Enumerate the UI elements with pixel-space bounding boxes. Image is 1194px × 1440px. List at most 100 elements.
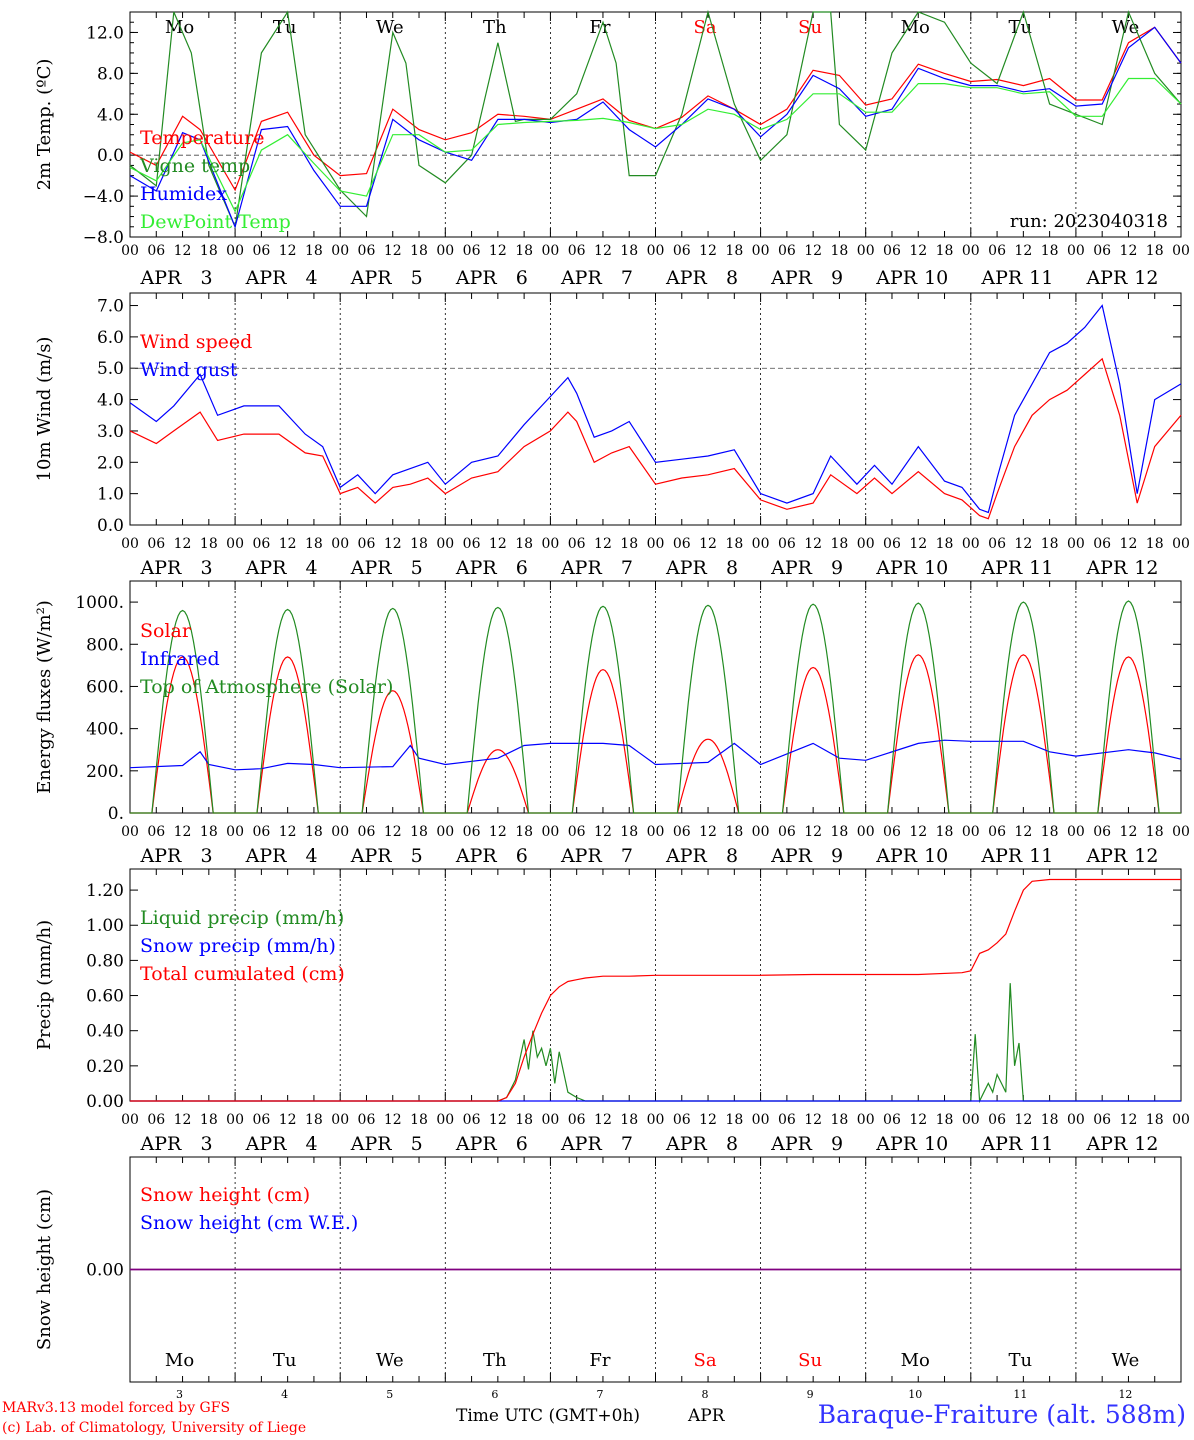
date-month-label: APR <box>140 267 183 289</box>
hour-tick-label: 12 <box>909 824 927 840</box>
series-line <box>129 357 1182 520</box>
date-day-label: 6 <box>516 1133 528 1155</box>
hour-tick-label: 06 <box>252 824 270 840</box>
date-month-label: APR <box>1085 557 1128 579</box>
hour-tick-label: 18 <box>1146 243 1164 259</box>
hour-tick-label: 00 <box>857 824 875 840</box>
y-tick-label: 1000. <box>75 593 124 613</box>
hour-tick-label: 18 <box>200 243 218 259</box>
weekday-label: Su <box>798 1350 822 1371</box>
hour-tick-label: 12 <box>1014 1112 1032 1128</box>
date-month-label: APR <box>455 557 498 579</box>
hour-tick-label: 00 <box>752 243 770 259</box>
legend-entry: DewPoint Temp <box>140 211 291 233</box>
y-tick-label: 200. <box>86 762 124 782</box>
hour-tick-label: 00 <box>1067 824 1085 840</box>
hour-tick-label: 00 <box>436 243 454 259</box>
date-month-label: APR <box>140 845 183 867</box>
y-tick-label: 0.40 <box>86 1022 124 1042</box>
hour-tick-label: 18 <box>1041 824 1059 840</box>
hour-tick-label: 18 <box>936 824 954 840</box>
legend-entry: Snow height (cm W.E.) <box>140 1212 358 1234</box>
hour-tick-label: 12 <box>1120 536 1138 552</box>
date-day-label: 5 <box>411 1133 423 1155</box>
hour-tick-label: 00 <box>121 243 139 259</box>
weekday-label: Sa <box>694 1350 717 1371</box>
legend-entry: Liquid precip (mm/h) <box>140 907 344 929</box>
weekday-label: Tu <box>273 1350 297 1371</box>
date-month-label: APR <box>770 267 813 289</box>
hour-tick-label: 00 <box>647 824 665 840</box>
bottom-day-number: 12 <box>1118 1388 1132 1401</box>
bottom-day-number: 11 <box>1013 1388 1027 1401</box>
hour-tick-label: 00 <box>962 536 980 552</box>
hour-tick-label: 06 <box>1093 243 1111 259</box>
hour-tick-label: 18 <box>515 536 533 552</box>
hour-tick-label: 12 <box>594 1112 612 1128</box>
hour-tick-label: 18 <box>725 824 743 840</box>
hour-tick-label: 18 <box>515 1112 533 1128</box>
date-month-label: APR <box>665 557 708 579</box>
hour-tick-label: 18 <box>1041 243 1059 259</box>
y-tick-label: 12.0 <box>86 23 124 43</box>
hour-tick-label: 06 <box>252 243 270 259</box>
hour-tick-label: 18 <box>831 1112 849 1128</box>
hour-tick-label: 00 <box>857 536 875 552</box>
hour-tick-label: 18 <box>1146 1112 1164 1128</box>
hour-tick-label: 00 <box>226 824 244 840</box>
hour-tick-label: 06 <box>673 1112 691 1128</box>
hour-tick-label: 18 <box>1041 536 1059 552</box>
hour-tick-label: 12 <box>699 536 717 552</box>
hour-tick-label: 12 <box>489 1112 507 1128</box>
hour-tick-label: 00 <box>121 1112 139 1128</box>
bottom-day-number: 9 <box>807 1388 814 1401</box>
hour-tick-label: 18 <box>831 243 849 259</box>
hour-tick-label: 06 <box>673 536 691 552</box>
hour-tick-label: 06 <box>463 1112 481 1128</box>
y-tick-label: 1.0 <box>97 485 124 505</box>
legend-entry: Vigne temp <box>139 155 250 177</box>
hour-tick-label: 18 <box>831 824 849 840</box>
hour-tick-label: 06 <box>463 536 481 552</box>
series-line <box>129 739 1182 771</box>
hour-tick-label: 06 <box>988 536 1006 552</box>
date-month-label: APR <box>560 557 603 579</box>
date-day-label: 5 <box>411 557 423 579</box>
date-month-label: APR <box>350 845 393 867</box>
hour-tick-label: 06 <box>252 536 270 552</box>
hour-tick-label: 12 <box>489 243 507 259</box>
hour-tick-label: 12 <box>909 536 927 552</box>
weekday-label: Fr <box>589 1350 610 1371</box>
hour-tick-label: 18 <box>725 536 743 552</box>
bottom-day-number: 4 <box>281 1388 288 1401</box>
date-day-label: 10 <box>924 845 948 867</box>
series-line <box>129 304 1182 514</box>
date-month-label: APR <box>245 267 288 289</box>
date-day-label: 10 <box>924 267 948 289</box>
weekday-label: Sa <box>694 17 717 38</box>
hour-tick-label: 06 <box>673 243 691 259</box>
hour-tick-label: 00 <box>121 824 139 840</box>
hour-tick-label: 00 <box>436 536 454 552</box>
weekday-label: Mo <box>165 17 194 38</box>
hour-tick-label: 12 <box>174 536 192 552</box>
hour-tick-label: 06 <box>778 1112 796 1128</box>
hour-tick-label: 12 <box>384 536 402 552</box>
y-tick-label: −4.0 <box>83 187 124 207</box>
y-tick-label: −8.0 <box>83 228 124 248</box>
hour-tick-label: 12 <box>699 243 717 259</box>
y-axis-label: 2m Temp. (ºC) <box>34 59 55 191</box>
date-day-label: 4 <box>306 267 318 289</box>
hour-tick-label: 12 <box>909 243 927 259</box>
date-day-label: 7 <box>621 1133 633 1155</box>
hour-tick-label: 12 <box>384 824 402 840</box>
y-tick-label: 4.0 <box>97 105 124 125</box>
hour-tick-label: 12 <box>594 536 612 552</box>
time-axis-label: Time UTC (GMT+0h) <box>456 1406 641 1426</box>
y-tick-label: 0.00 <box>86 1261 124 1281</box>
legend-entry: Top of Atmosphere (Solar) <box>140 676 393 698</box>
hour-tick-label: 12 <box>594 243 612 259</box>
hour-tick-label: 06 <box>252 1112 270 1128</box>
hour-tick-label: 18 <box>410 1112 428 1128</box>
y-tick-label: 800. <box>86 635 124 655</box>
